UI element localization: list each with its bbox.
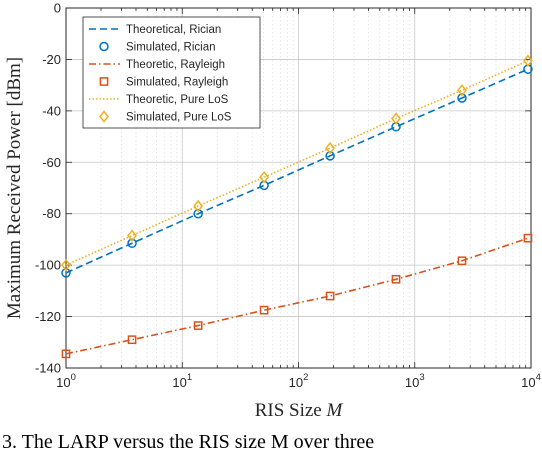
legend-item: Theoretic, Pure LoS	[89, 94, 229, 106]
legend-item: Simulated, Rayleigh	[99, 77, 228, 89]
legend-label: Theoretic, Rayleigh	[126, 59, 225, 71]
legend-item: Theoretic, Rayleigh	[89, 59, 225, 71]
y-tick-label: -140	[35, 361, 61, 376]
legend-marker	[99, 77, 109, 86]
x-axis-label: RIS Size M	[255, 400, 344, 421]
series-line	[65, 237, 529, 355]
data-point	[61, 258, 71, 272]
data-point	[127, 238, 137, 249]
data-point	[391, 274, 401, 284]
data-point	[523, 233, 533, 243]
x-tick-label: 102	[289, 372, 309, 390]
y-tick-label: 0	[54, 1, 61, 16]
legend-marker	[99, 110, 109, 123]
axis-ticks: 100 101 102 103 104 0 -20 -40 -60 -80 -100 -120 -140	[35, 1, 541, 391]
y-tick-label: -120	[35, 309, 61, 324]
y-tick-label: -80	[42, 206, 61, 221]
series-4	[65, 59, 529, 266]
legend: Theoretical, Rician Simulated, Rician Theo…	[82, 16, 261, 129]
data-point	[325, 151, 335, 161]
series-layer	[61, 54, 533, 359]
data-point	[127, 229, 138, 242]
series-line	[65, 59, 529, 266]
series-3	[61, 233, 533, 359]
x-tick-label: 103	[405, 372, 425, 390]
data-point	[391, 112, 401, 125]
data-point	[193, 199, 204, 213]
series-line	[65, 68, 529, 274]
y-tick-label: -40	[42, 103, 61, 118]
data-point	[457, 84, 467, 97]
data-point	[325, 141, 336, 155]
y-axis-label: Maximum Received Power [dBm]	[4, 57, 25, 319]
legend-label: Theoretical, Rician	[126, 24, 221, 36]
data-point	[193, 208, 203, 219]
legend-label: Simulated, Rician	[126, 42, 215, 54]
series-0	[65, 68, 529, 274]
data-point	[259, 305, 269, 315]
x-tick-label: 100	[56, 372, 76, 390]
data-point	[61, 349, 71, 359]
y-tick-label: -100	[35, 258, 61, 273]
x-tick-label: 101	[172, 372, 192, 390]
caption-text: 3. The LARP versus the RIS size M over t…	[2, 431, 374, 450]
series-5	[61, 54, 533, 272]
y-tick-label: -60	[42, 155, 61, 170]
data-point	[325, 291, 335, 301]
legend-item: Theoretical, Rician	[89, 24, 221, 36]
series-2	[65, 237, 529, 355]
legend-box	[82, 16, 261, 129]
legend-marker	[99, 41, 109, 52]
data-point	[259, 170, 270, 184]
data-point	[61, 268, 71, 278]
data-point	[457, 93, 467, 103]
data-point	[193, 321, 203, 330]
legend-item: Simulated, Pure LoS	[99, 110, 232, 124]
legend-label: Simulated, Pure LoS	[126, 112, 232, 124]
data-point	[127, 335, 137, 345]
legend-label: Simulated, Rayleigh	[126, 77, 228, 89]
legend-item: Simulated, Rician	[99, 41, 215, 54]
data-point	[522, 54, 533, 67]
y-tick-label: -20	[42, 52, 61, 67]
data-point	[457, 256, 467, 266]
legend-label: Theoretic, Pure LoS	[126, 94, 229, 106]
x-tick-label: 104	[521, 372, 541, 390]
